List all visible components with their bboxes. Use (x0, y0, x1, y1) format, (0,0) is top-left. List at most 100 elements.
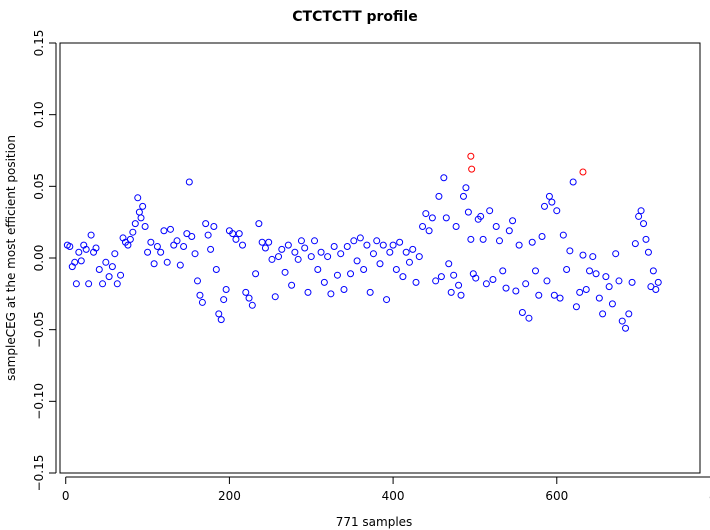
data-point (278, 245, 286, 253)
data-point (163, 258, 171, 266)
x-axis: 0200400600800 (62, 476, 710, 503)
data-point (495, 237, 503, 245)
data-point (343, 243, 351, 251)
data-point (425, 227, 433, 235)
y-tick-label: 0.00 (32, 245, 46, 272)
data-point (350, 237, 358, 245)
data-point (589, 253, 597, 261)
data-point (191, 250, 199, 258)
data-point (419, 222, 427, 230)
data-point (392, 265, 400, 273)
data-point (505, 227, 513, 235)
data-point (556, 294, 564, 302)
data-point (405, 258, 413, 266)
data-point (356, 234, 364, 242)
data-point (95, 265, 103, 273)
data-point (137, 214, 145, 222)
data-point (369, 250, 377, 258)
data-point (157, 248, 165, 256)
data-point (502, 284, 510, 292)
data-point (586, 267, 594, 275)
data-point (217, 316, 225, 324)
data-point (492, 222, 500, 230)
data-point (180, 243, 188, 251)
data-point (452, 222, 460, 230)
data-point (105, 273, 113, 281)
data-point (445, 260, 453, 268)
data-point (134, 194, 142, 202)
data-point (111, 250, 119, 258)
data-point (294, 255, 302, 263)
data-point (212, 265, 220, 273)
data-point (489, 276, 497, 283)
data-point (631, 240, 639, 248)
data-point (353, 257, 361, 265)
data-point (102, 258, 110, 266)
data-point (440, 174, 448, 182)
data-point (618, 317, 626, 325)
data-point (117, 271, 125, 279)
data-point (522, 280, 530, 288)
data-point (467, 235, 475, 243)
data-point (160, 227, 168, 235)
highlighted-data-point (468, 165, 476, 173)
data-point (144, 248, 152, 256)
data-point (242, 288, 250, 296)
data-point (654, 278, 662, 286)
data-point (457, 291, 465, 299)
data-point (447, 288, 455, 296)
data-point (281, 268, 289, 276)
data-point (415, 253, 423, 261)
data-point (462, 184, 470, 192)
data-point (185, 178, 193, 186)
data-point (450, 271, 458, 279)
data-point (635, 212, 643, 220)
data-point (541, 202, 549, 210)
data-point (360, 265, 368, 273)
data-point (422, 210, 430, 218)
data-point (304, 288, 312, 296)
data-point (198, 298, 206, 306)
data-point (324, 253, 332, 261)
data-point (202, 220, 210, 228)
data-point (301, 244, 309, 252)
data-point (284, 241, 292, 249)
data-point (139, 202, 147, 210)
data-point (255, 220, 263, 228)
data-point (482, 280, 490, 288)
data-point (559, 231, 567, 239)
data-point (314, 265, 322, 273)
data-point (235, 230, 243, 238)
data-point (166, 225, 174, 233)
data-point (437, 273, 445, 281)
y-axis: −0.15 −0.10 −0.05 0.00 0.05 0.10 0.15 (32, 30, 57, 492)
data-point (499, 267, 507, 275)
x-axis-label: 771 samples (336, 515, 413, 529)
data-point (538, 233, 546, 240)
data-point (291, 248, 299, 256)
data-point (204, 231, 212, 239)
data-point (317, 248, 325, 256)
data-point (525, 314, 533, 322)
data-point (150, 260, 158, 268)
data-point (366, 288, 374, 296)
data-point (545, 192, 553, 200)
data-point (572, 303, 580, 311)
chart-title: CTCTCTT profile (292, 9, 417, 25)
data-point (531, 267, 539, 275)
data-point (297, 237, 305, 245)
x-tick-label: 600 (545, 489, 568, 503)
data-point (608, 300, 616, 308)
y-tick-label: −0.15 (32, 455, 46, 492)
y-tick-label: 0.05 (32, 173, 46, 200)
data-point (595, 294, 603, 302)
x-tick-label: 400 (382, 489, 405, 503)
data-point (477, 212, 485, 220)
data-point (232, 235, 240, 243)
data-point (376, 260, 384, 268)
plot-frame (59, 42, 701, 474)
data-point (66, 243, 74, 251)
data-point (432, 277, 440, 285)
data-point (222, 286, 230, 294)
